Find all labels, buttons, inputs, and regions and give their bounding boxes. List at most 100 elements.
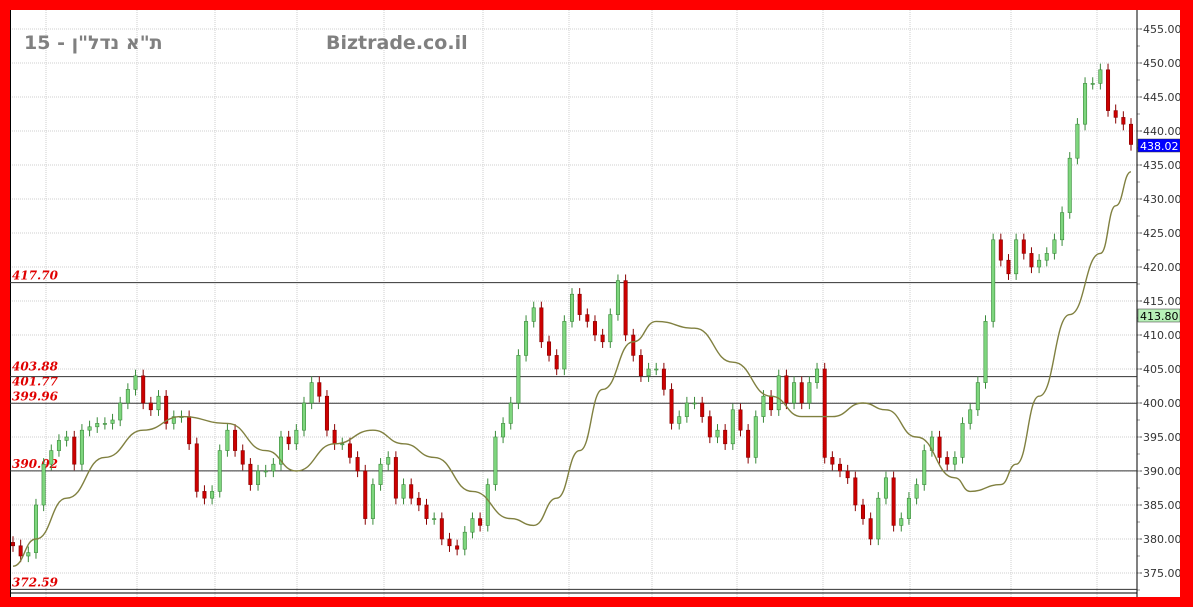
candle-body <box>761 395 766 417</box>
candle-body <box>1083 83 1088 125</box>
candle-body <box>554 355 559 370</box>
marker-price-label: 413.80 <box>1140 310 1179 323</box>
candle-body <box>118 402 123 421</box>
candle-body <box>18 545 23 557</box>
chart-title: ת"א נדל"ן - 15 <box>24 32 163 54</box>
candle-body <box>26 552 31 557</box>
candle-body <box>1029 253 1034 268</box>
candle-body <box>256 470 261 485</box>
candle-body <box>730 409 735 445</box>
candle-body <box>233 429 238 451</box>
candle-body <box>309 382 314 404</box>
candle-body <box>10 542 16 547</box>
candle-body <box>240 450 245 465</box>
candle-body <box>960 423 965 458</box>
candle-body <box>424 504 429 519</box>
candle-body <box>822 368 827 458</box>
candle-body <box>340 443 345 446</box>
candle-body <box>715 429 720 438</box>
candle-body <box>952 457 957 465</box>
candle-body <box>87 426 92 431</box>
candle-body <box>409 484 414 499</box>
y-tick-label: 425.00 <box>1143 227 1180 240</box>
candle-body <box>171 416 176 424</box>
candle-body <box>784 375 789 404</box>
candle-body <box>830 457 835 465</box>
candle-body <box>1060 212 1065 241</box>
candle-body <box>753 416 758 458</box>
candle-body <box>439 518 444 540</box>
candle-body <box>301 402 306 431</box>
candle-body <box>899 518 904 526</box>
candle-body <box>1006 259 1011 275</box>
candle-body <box>248 463 253 485</box>
candle-body <box>677 416 682 424</box>
candle-body <box>141 375 146 404</box>
candle-body <box>646 368 651 377</box>
y-tick-label: 455.00 <box>1143 23 1180 36</box>
y-tick-label: 405.00 <box>1143 363 1180 376</box>
candle-body <box>838 463 843 472</box>
candle-body <box>792 382 797 404</box>
chart-area: 375.00 380.00 385.00 390.00 395.00 400.00 405.… <box>10 10 1180 597</box>
candle-body <box>56 440 61 451</box>
candle-body <box>654 368 659 371</box>
candle-body <box>577 293 582 315</box>
candle-body <box>95 423 100 428</box>
candlestick-chart: 375.00 380.00 385.00 390.00 395.00 400.00 405.… <box>10 10 1180 597</box>
candle-body <box>347 443 352 458</box>
candle-body <box>210 491 215 499</box>
candle-body <box>1090 83 1095 85</box>
y-tick-label: 380.00 <box>1143 533 1180 546</box>
candle-body <box>531 307 536 322</box>
candle-body <box>524 321 529 356</box>
candle-body <box>485 484 490 526</box>
candle-body <box>1098 69 1103 84</box>
candle-body <box>853 477 858 506</box>
y-tick-label: 395.00 <box>1143 431 1180 444</box>
candle-body <box>324 395 329 431</box>
candle-body <box>738 409 743 431</box>
candle-body <box>769 395 774 411</box>
y-tick-label: 375.00 <box>1143 567 1180 580</box>
candle-body <box>363 470 368 519</box>
candle-body <box>1014 239 1019 275</box>
candle-body <box>125 389 130 404</box>
candle-body <box>1021 239 1026 254</box>
candle-body <box>263 470 268 473</box>
candle-body <box>983 321 988 383</box>
candle-body <box>631 334 636 356</box>
candle-body <box>1052 239 1057 254</box>
candle-body <box>156 395 161 411</box>
candle-body <box>317 382 322 397</box>
candle-body <box>493 436 498 485</box>
candle-body <box>370 484 375 519</box>
candle-body <box>1037 259 1042 268</box>
level-label: 403.88 <box>12 359 59 373</box>
candle-body <box>807 382 812 404</box>
candle-body <box>608 314 613 343</box>
candle-body <box>937 436 942 458</box>
candle-body <box>225 429 230 451</box>
candle-body <box>922 450 927 485</box>
candle-body <box>187 416 192 445</box>
y-tick-label: 390.00 <box>1143 465 1180 478</box>
y-tick-label: 450.00 <box>1143 57 1180 70</box>
candle-body <box>799 382 804 404</box>
candle-body <box>217 450 222 492</box>
candle-body <box>279 436 284 465</box>
candle-body <box>508 402 513 424</box>
watermark: Biztrade.co.il <box>326 32 468 54</box>
candle-body <box>478 518 483 526</box>
candle-body <box>194 443 199 492</box>
level-label: 390.02 <box>12 457 58 471</box>
candle-body <box>1129 123 1134 145</box>
candle-body <box>600 334 605 343</box>
candle-body <box>271 463 276 472</box>
candle-body <box>72 436 77 465</box>
candle-body <box>906 497 911 519</box>
y-tick-label: 420.00 <box>1143 261 1180 274</box>
candle-body <box>891 477 896 526</box>
candle-body <box>355 457 360 472</box>
y-tick-label: 430.00 <box>1143 193 1180 206</box>
